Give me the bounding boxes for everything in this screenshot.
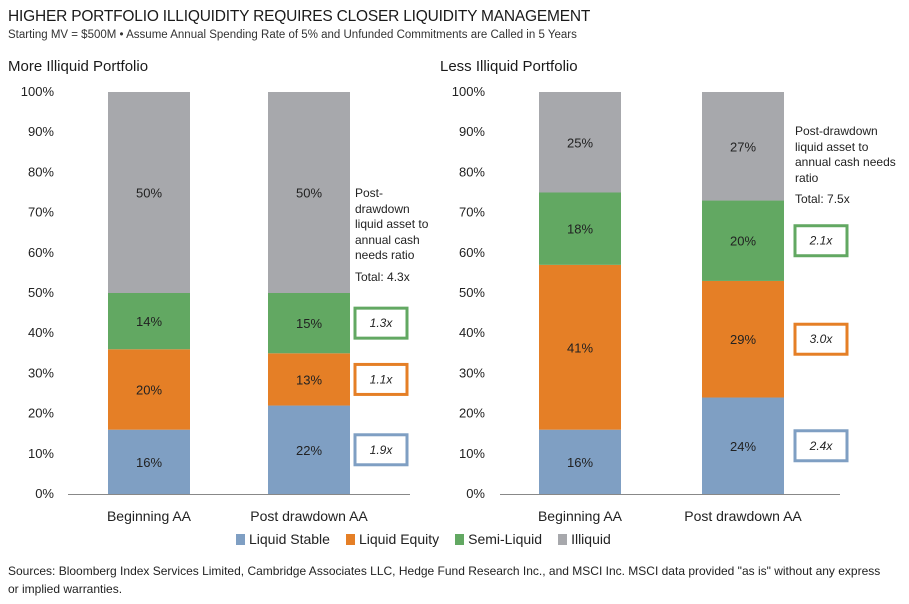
ratio-box-liquid-equity [353, 362, 409, 396]
y-tick-label: 40% [459, 325, 485, 340]
ratio-box-semi-liquid [793, 224, 849, 258]
legend-swatch [558, 533, 568, 545]
y-tick-label: 10% [459, 446, 485, 461]
ratio-box-liquid-stable [353, 433, 409, 467]
y-tick-label: 100% [21, 84, 55, 99]
ratio-label: 3.0x [810, 332, 834, 346]
data-label: 20% [136, 382, 162, 397]
panel-title-more-illiquid: More Illiquid Portfolio [8, 58, 149, 75]
ratio-label: 1.9x [370, 443, 394, 457]
bar-segment-illiquid [702, 92, 784, 201]
bar-segment-liquid-equity [108, 349, 190, 430]
bar-segment-liquid-equity [539, 264, 621, 430]
data-label: 18% [567, 222, 593, 237]
data-label: 22% [296, 443, 322, 458]
legend-label: Semi-Liquid [468, 531, 543, 547]
data-label: 13% [296, 372, 322, 387]
bar-segment-illiquid [108, 92, 190, 293]
ratio-box-liquid-stable [793, 429, 849, 463]
legend-item-semi-liquid: Semi-Liquid [455, 531, 542, 547]
ratio-note-right: Post-drawdown liquid asset to annual cas… [795, 124, 899, 208]
ratio-box-liquid-equity [793, 322, 849, 356]
legend: Liquid Stable Liquid Equity Semi-Liquid … [236, 531, 611, 547]
y-tick-label: 90% [28, 124, 54, 139]
data-label: 27% [730, 139, 756, 154]
bar-segment-liquid-equity [702, 280, 784, 398]
sources-footnote: Sources: Bloomberg Index Services Limite… [8, 564, 881, 596]
bar-segment-illiquid [268, 92, 350, 293]
y-tick-label: 80% [459, 164, 485, 179]
y-tick-label: 20% [28, 406, 54, 421]
bar-segment-liquid-stable [108, 429, 190, 494]
x-tick-label: Beginning AA [538, 508, 623, 524]
bar-segment-liquid-stable [268, 405, 350, 494]
y-tick-label: 50% [28, 285, 54, 300]
ratio-label: 2.4x [809, 439, 834, 453]
data-label: 25% [567, 135, 593, 150]
legend-item-liquid-stable: Liquid Stable [236, 531, 330, 547]
legend-label: Liquid Stable [249, 531, 330, 547]
y-tick-label: 100% [452, 84, 486, 99]
data-label: 14% [136, 314, 162, 329]
x-tick-label: Beginning AA [107, 508, 192, 524]
y-tick-label: 40% [28, 325, 54, 340]
panel-title-less-illiquid: Less Illiquid Portfolio [440, 58, 578, 75]
y-tick-label: 20% [459, 406, 485, 421]
bar-segment-semi-liquid [702, 200, 784, 281]
data-label: 15% [296, 316, 322, 331]
data-label: 41% [567, 340, 593, 355]
y-tick-label: 50% [459, 285, 485, 300]
data-label: 16% [136, 455, 162, 470]
ratio-total: Total: 7.5x [795, 192, 850, 206]
ratio-note-text: Post-drawdown liquid asset to annual cas… [355, 186, 429, 262]
y-tick-label: 70% [28, 205, 54, 220]
legend-label: Illiquid [571, 531, 611, 547]
chart-title: HIGHER PORTFOLIO ILLIQUIDITY REQUIRES CL… [8, 8, 591, 25]
data-label: 29% [730, 332, 756, 347]
legend-swatch [345, 533, 355, 545]
bar-segment-semi-liquid [268, 293, 350, 354]
x-tick-label: Post drawdown AA [250, 508, 368, 524]
y-tick-label: 70% [459, 205, 485, 220]
ratio-label: 1.3x [370, 316, 394, 330]
legend-swatch [236, 533, 245, 545]
ratio-total: Total: 4.3x [355, 269, 410, 284]
legend-item-liquid-equity: Liquid Equity [345, 531, 440, 547]
y-tick-label: 0% [466, 486, 485, 501]
bar-segment-illiquid [539, 92, 621, 193]
bar-segment-liquid-equity [268, 353, 350, 406]
bar-segment-liquid-stable [539, 429, 621, 494]
data-label: 16% [567, 455, 593, 470]
bar-segment-semi-liquid [539, 192, 621, 265]
y-tick-label: 80% [28, 164, 54, 179]
y-tick-label: 90% [459, 124, 485, 139]
y-tick-label: 60% [459, 245, 485, 260]
legend-swatch [455, 533, 465, 545]
data-label: 50% [136, 186, 162, 201]
y-tick-label: 30% [28, 365, 54, 380]
ratio-label: 1.1x [370, 372, 394, 386]
y-tick-label: 30% [459, 365, 485, 380]
legend-label: Liquid Equity [358, 531, 440, 547]
y-tick-label: 0% [35, 486, 54, 501]
ratio-note-left: Post-drawdown liquid asset to annual cas… [355, 186, 435, 285]
ratio-box-semi-liquid [353, 306, 409, 340]
data-label: 24% [730, 439, 756, 454]
y-tick-label: 10% [28, 446, 54, 461]
bar-segment-liquid-stable [702, 397, 784, 494]
data-label: 20% [730, 234, 756, 249]
chart-subtitle: Starting MV = $500M • Assume Annual Spen… [8, 29, 577, 41]
legend-item-illiquid: Illiquid [558, 531, 611, 547]
y-tick-label: 60% [28, 245, 54, 260]
x-tick-label: Post drawdown AA [684, 508, 802, 524]
bar-segment-semi-liquid [108, 293, 190, 350]
ratio-label: 2.1x [809, 234, 834, 248]
ratio-note-text: Post-drawdown liquid asset to annual cas… [795, 124, 896, 185]
data-label: 50% [296, 186, 322, 201]
